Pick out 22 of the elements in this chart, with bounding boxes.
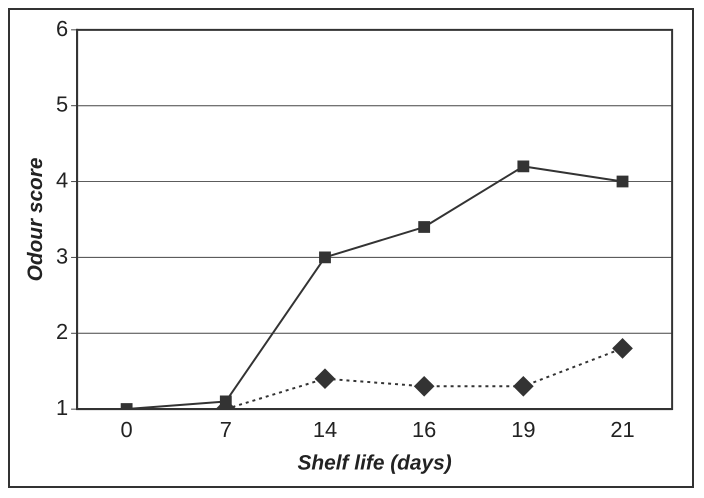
x-tick-label: 0 <box>120 417 133 442</box>
y-tick-label: 3 <box>56 243 68 268</box>
point <box>418 221 430 233</box>
x-tick-label: 16 <box>412 417 436 442</box>
y-tick-label: 2 <box>56 319 68 344</box>
y-axis-title: Odour score <box>24 157 48 282</box>
point <box>616 176 628 188</box>
point <box>517 160 530 172</box>
point <box>315 368 335 389</box>
y-tick-label: 6 <box>56 16 68 41</box>
y-tick-label: 1 <box>56 395 68 420</box>
point <box>513 376 534 396</box>
point <box>414 376 434 396</box>
x-axis-title: Shelf life (days) <box>297 451 452 474</box>
x-tick-label: 7 <box>220 417 232 442</box>
point <box>319 251 331 264</box>
y-tick-label: 4 <box>56 168 68 193</box>
x-tick-label: 19 <box>511 417 536 442</box>
point <box>612 338 632 358</box>
x-tick-label: 21 <box>610 417 635 442</box>
y-tick-label: 5 <box>56 92 68 117</box>
x-tick-label: 14 <box>312 417 338 442</box>
